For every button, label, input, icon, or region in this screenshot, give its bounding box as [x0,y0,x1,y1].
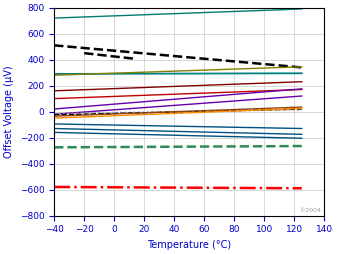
Text: ©2004: ©2004 [300,209,321,213]
Y-axis label: Offset Voltage (µV): Offset Voltage (µV) [4,65,14,158]
X-axis label: Temperature (°C): Temperature (°C) [147,240,231,250]
